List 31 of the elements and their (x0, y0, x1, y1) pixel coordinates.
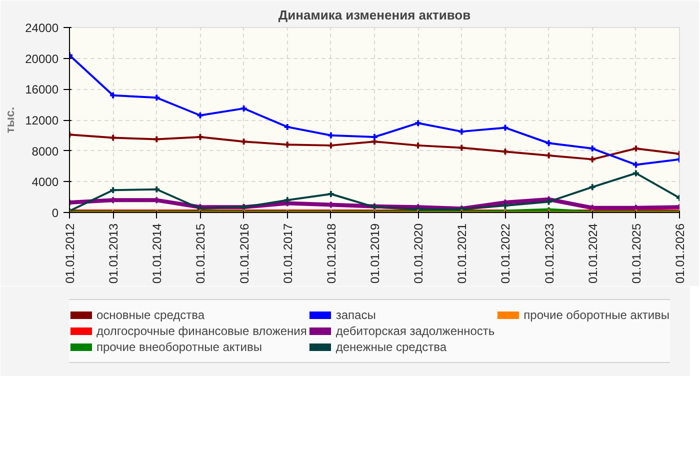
legend-label: запасы (336, 308, 376, 322)
x-tick-label: 01.01.2018 (324, 223, 338, 284)
x-tick-label: 01.01.2026 (673, 223, 687, 284)
y-tick-label: 20000 (25, 52, 59, 66)
chart-title: Динамика изменения активов (278, 8, 471, 22)
legend-label: долгосрочные финансовые вложения (96, 324, 307, 338)
y-tick-label: 8000 (32, 144, 59, 158)
x-tick-label: 01.01.2012 (63, 223, 77, 284)
y-axis-title: тыс. (3, 106, 18, 134)
x-tick-label: 01.01.2017 (280, 223, 295, 284)
legend-label: дебиторская задолженность (336, 324, 495, 338)
x-tick-label: 01.01.2013 (106, 223, 121, 284)
legend-label: основные средства (96, 308, 205, 322)
x-tick-label: 01.01.2021 (455, 223, 470, 284)
x-tick-label: 01.01.2025 (629, 223, 644, 284)
x-tick-label: 01.01.2024 (586, 223, 600, 284)
legend-label: денежные средства (336, 340, 446, 354)
legend-label: прочие оборотные активы (524, 308, 670, 322)
y-tick-label: 4000 (32, 175, 59, 190)
y-tick-label: 12000 (25, 114, 59, 128)
x-tick-label: 01.01.2023 (542, 223, 556, 284)
y-tick-label: 16000 (25, 82, 59, 97)
x-tick-label: 01.01.2014 (150, 223, 164, 284)
y-tick-label: 24000 (25, 21, 59, 35)
x-tick-label: 01.01.2015 (194, 223, 208, 284)
x-tick-label: 01.01.2022 (498, 223, 513, 284)
legend-label: прочие внеоборотные активы (96, 340, 262, 354)
x-tick-label: 01.01.2019 (368, 223, 382, 284)
x-tick-label: 01.01.2016 (237, 223, 252, 284)
y-tick-label: 0 (52, 206, 59, 220)
x-tick-label: 01.01.2020 (412, 223, 426, 284)
